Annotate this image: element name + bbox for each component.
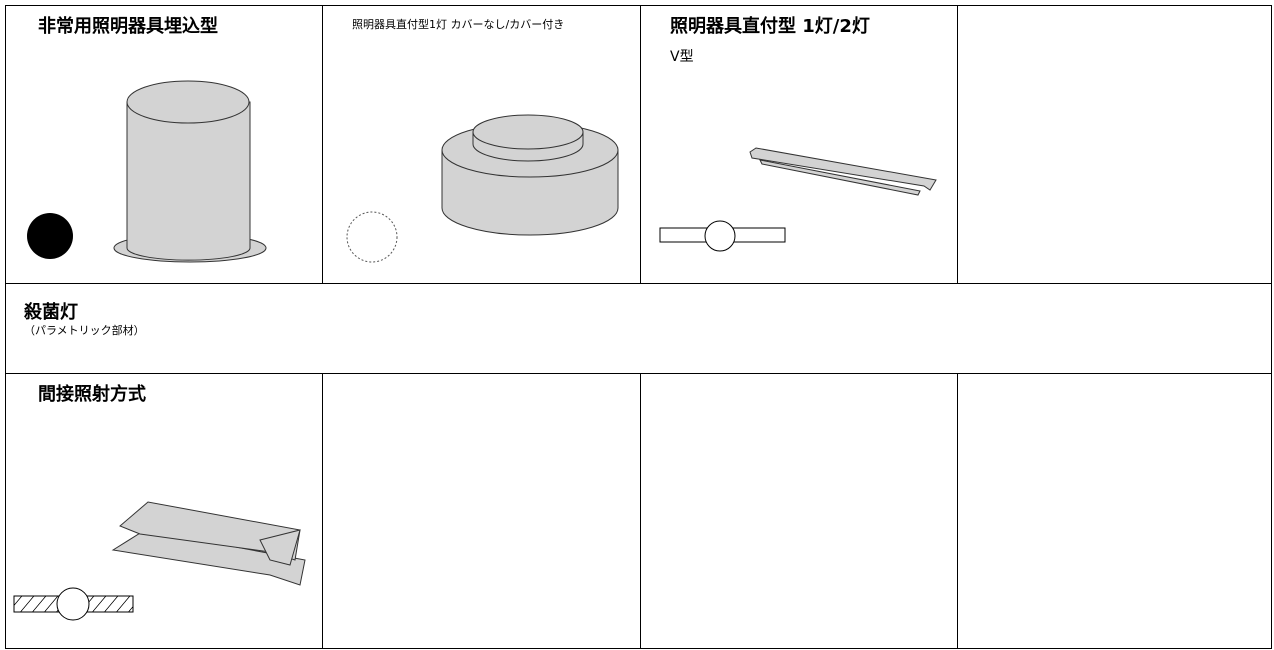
table-cell bbox=[957, 373, 1272, 649]
symbol bbox=[27, 213, 73, 259]
symbol bbox=[346, 211, 398, 263]
cell-title: 殺菌灯 bbox=[24, 302, 78, 323]
cell-title: 照明器具直付型 1灯/2灯 bbox=[670, 16, 870, 37]
cell-title: 非常用照明器具埋込型 bbox=[38, 16, 218, 37]
symbol bbox=[659, 220, 786, 252]
cell-subtitle: （パラメトリック部材） bbox=[24, 324, 145, 337]
cell-subtitle: V型 bbox=[670, 49, 694, 65]
cylinder-fixture bbox=[113, 80, 267, 263]
disk-fixture bbox=[441, 114, 619, 236]
cell-title: 照明器具直付型1灯 カバーなし/カバー付き bbox=[352, 18, 565, 31]
bar-fixture bbox=[749, 147, 937, 196]
indirect-fixture bbox=[111, 501, 306, 586]
symbol bbox=[13, 587, 134, 621]
cell-title: 間接照射方式 bbox=[38, 384, 146, 405]
